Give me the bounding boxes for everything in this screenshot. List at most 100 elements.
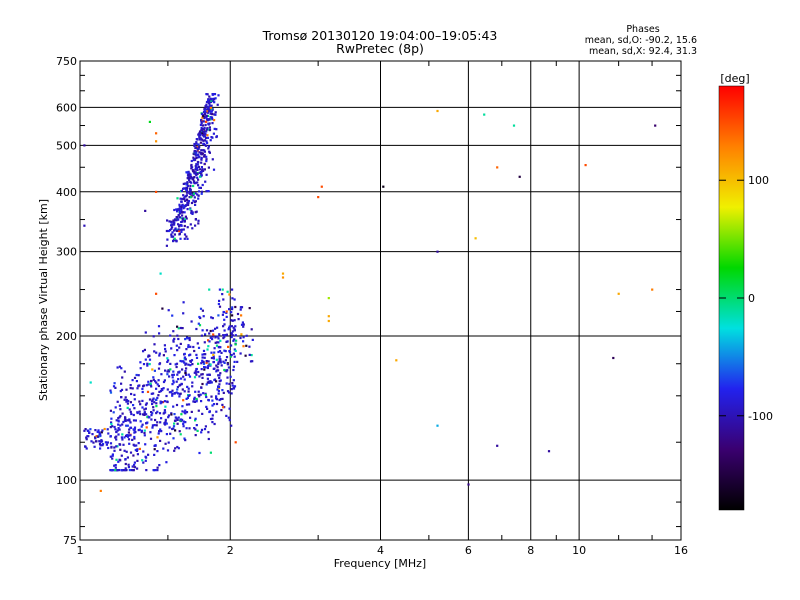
data-point: [211, 158, 214, 161]
data-point: [101, 429, 104, 432]
data-point: [182, 425, 185, 428]
data-point: [99, 489, 102, 492]
data-point: [208, 288, 211, 291]
data-point: [230, 333, 233, 336]
data-point: [200, 334, 203, 337]
data-point: [179, 342, 182, 345]
data-point: [436, 109, 439, 113]
data-point: [184, 182, 187, 185]
data-point: [185, 183, 188, 186]
data-point: [144, 407, 147, 410]
data-point: [100, 440, 104, 443]
data-point: [186, 385, 189, 388]
data-point: [220, 351, 223, 354]
data-point: [199, 132, 202, 135]
data-point: [177, 447, 180, 450]
data-point: [186, 208, 189, 211]
data-point: [132, 428, 135, 431]
data-point: [124, 467, 127, 470]
data-point: [217, 314, 220, 317]
data-point: [117, 420, 120, 423]
data-point: [231, 306, 234, 309]
data-point: [496, 444, 499, 447]
data-point: [187, 387, 190, 390]
data-point: [186, 184, 189, 187]
data-point: [143, 348, 146, 351]
data-point: [193, 180, 196, 183]
data-point: [135, 373, 138, 377]
data-point: [214, 111, 217, 114]
data-point: [125, 400, 128, 403]
data-point: [193, 376, 197, 379]
data-point: [89, 428, 92, 431]
data-point: [83, 224, 86, 227]
data-point: [201, 112, 204, 115]
data-point: [167, 414, 170, 417]
data-point: [281, 272, 285, 275]
data-point: [217, 346, 220, 349]
data-point: [183, 218, 186, 221]
data-point: [230, 424, 233, 427]
data-point: [157, 379, 160, 382]
data-point: [207, 128, 210, 131]
data-point: [185, 171, 188, 174]
data-point: [245, 344, 248, 347]
data-point: [234, 441, 237, 444]
data-point: [143, 434, 146, 437]
data-point: [173, 223, 176, 226]
data-point: [171, 314, 174, 317]
data-point: [201, 116, 204, 119]
data-point: [218, 288, 221, 291]
data-point: [221, 288, 224, 291]
data-point: [204, 180, 207, 183]
data-point: [225, 311, 228, 314]
data-point: [148, 354, 151, 357]
data-point: [198, 135, 201, 138]
data-point: [204, 133, 207, 136]
chart-title: Tromsø 20130120 19:04:00–19:05:43: [262, 28, 498, 43]
data-point: [164, 369, 167, 372]
data-point: [202, 135, 206, 138]
data-point: [155, 292, 158, 295]
data-point: [181, 418, 184, 421]
data-point: [205, 93, 208, 96]
data-point: [109, 389, 112, 392]
data-point: [204, 135, 207, 138]
data-point: [211, 99, 214, 103]
data-point: [188, 176, 191, 180]
data-point: [216, 388, 219, 391]
data-point: [196, 181, 199, 184]
data-point: [153, 424, 156, 427]
data-point: [651, 288, 654, 291]
data-point: [115, 469, 118, 472]
data-point: [198, 136, 201, 140]
data-point: [133, 435, 136, 439]
data-point: [164, 405, 167, 408]
data-point: [209, 329, 212, 333]
data-point: [173, 233, 176, 236]
data-point: [320, 185, 323, 188]
data-point: [140, 429, 143, 432]
data-point: [169, 362, 172, 365]
data-point: [220, 364, 223, 367]
data-point: [159, 421, 162, 424]
data-point: [198, 155, 201, 158]
data-point: [200, 400, 203, 403]
data-point: [189, 345, 192, 348]
data-point: [133, 398, 136, 401]
data-point: [131, 465, 134, 468]
data-point: [176, 373, 179, 376]
data-point: [133, 466, 137, 469]
data-point: [218, 355, 221, 358]
data-point: [192, 184, 195, 188]
data-point: [156, 396, 159, 399]
data-point: [196, 153, 199, 156]
y-tick-label: 200: [56, 330, 77, 343]
data-point: [173, 208, 176, 212]
data-point: [192, 156, 195, 159]
data-point: [198, 171, 201, 174]
data-point: [193, 196, 196, 199]
data-point: [184, 195, 188, 198]
data-point: [154, 380, 157, 383]
data-point: [115, 458, 118, 461]
